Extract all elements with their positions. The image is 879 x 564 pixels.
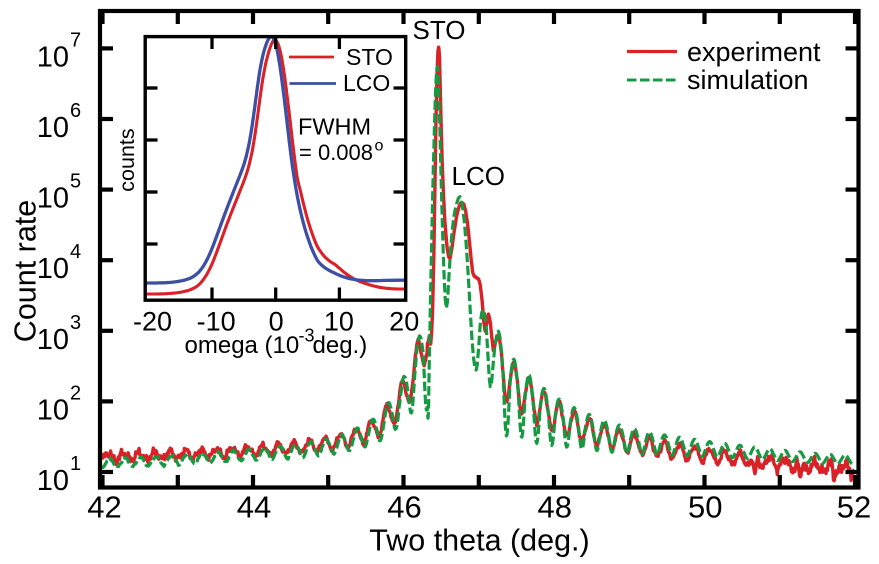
svg-text:simulation: simulation	[687, 65, 809, 95]
svg-text:Count rate: Count rate	[9, 200, 43, 342]
svg-text:LCO: LCO	[452, 161, 505, 191]
svg-text:42: 42	[87, 490, 121, 525]
svg-text:o: o	[375, 138, 384, 155]
svg-text:44: 44	[237, 490, 271, 525]
svg-text:STO: STO	[413, 15, 466, 45]
svg-text:1: 1	[70, 453, 81, 475]
svg-text:5: 5	[70, 171, 81, 193]
svg-text:10: 10	[37, 465, 69, 497]
svg-text:-3: -3	[299, 326, 315, 346]
svg-text:6: 6	[70, 100, 81, 122]
svg-text:10: 10	[37, 324, 69, 356]
svg-text:0: 0	[269, 307, 284, 337]
svg-text:FWHM: FWHM	[298, 114, 371, 140]
svg-text:10: 10	[37, 394, 69, 426]
svg-text:omega (10: omega (10	[185, 332, 300, 359]
svg-text:48: 48	[538, 490, 572, 525]
svg-text:2: 2	[70, 382, 81, 404]
svg-text:-10: -10	[197, 307, 236, 337]
svg-text:10: 10	[37, 183, 69, 215]
svg-text:deg.): deg.)	[313, 332, 368, 359]
svg-text:10: 10	[324, 307, 354, 337]
svg-text:3: 3	[70, 312, 81, 334]
svg-text:52: 52	[837, 490, 871, 525]
svg-text:20: 20	[389, 307, 419, 337]
svg-text:10: 10	[37, 253, 69, 285]
svg-text:10: 10	[37, 112, 69, 144]
svg-text:46: 46	[387, 490, 421, 525]
svg-text:counts: counts	[115, 128, 139, 191]
svg-text:Two theta (deg.): Two theta (deg.)	[369, 524, 589, 558]
svg-text:4: 4	[70, 241, 81, 263]
svg-text:LCO: LCO	[343, 70, 390, 96]
svg-text:STO: STO	[346, 44, 393, 70]
svg-text:experiment: experiment	[687, 37, 821, 67]
svg-text:10: 10	[37, 41, 69, 73]
svg-text:= 0.008: = 0.008	[299, 140, 373, 165]
svg-text:50: 50	[688, 490, 722, 525]
svg-text:-20: -20	[133, 307, 172, 337]
svg-text:7: 7	[70, 29, 81, 51]
